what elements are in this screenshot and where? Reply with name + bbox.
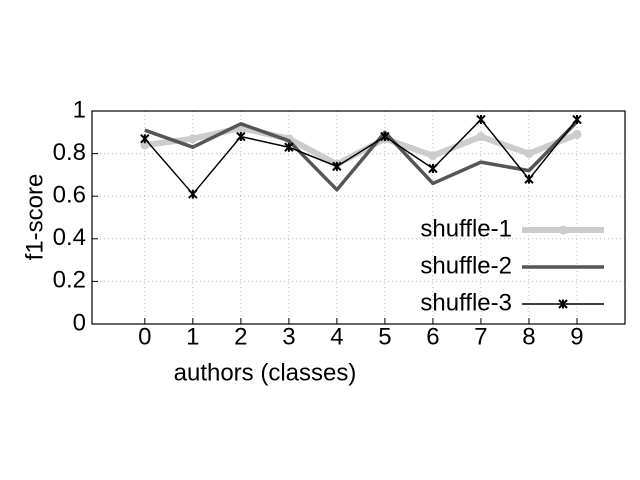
point [572, 114, 582, 125]
point [524, 174, 534, 184]
x-tick-label: 0 [138, 323, 151, 350]
y-tick-label: 1 [73, 96, 86, 123]
plot-frame [91, 110, 626, 325]
y-tick-label: 0.8 [53, 139, 86, 166]
x-tick-label: 6 [426, 323, 439, 350]
point [380, 131, 390, 142]
x-tick-label: 5 [378, 323, 391, 350]
legend-label: shuffle-3 [420, 289, 512, 316]
point [284, 142, 294, 152]
x-tick-label: 1 [186, 323, 199, 350]
x-tick-label: 3 [282, 323, 295, 350]
point [140, 140, 150, 150]
point [140, 133, 150, 144]
y-tick-label: 0.6 [53, 182, 86, 209]
y-tick-label: 0.2 [53, 267, 86, 294]
x-tick-label: 8 [522, 323, 535, 350]
x-tick-label: 9 [570, 323, 583, 350]
x-tick-label: 2 [234, 323, 247, 350]
point [476, 132, 486, 142]
series-line [144, 118, 578, 195]
y-tick-label: 0 [73, 309, 86, 336]
point [524, 149, 534, 159]
x-axis-label: authors (classes) [174, 359, 357, 386]
point [188, 189, 198, 199]
point [558, 225, 568, 235]
point [332, 161, 342, 172]
point [558, 299, 568, 309]
legend-label: shuffle-1 [420, 215, 512, 242]
point [428, 151, 438, 161]
y-tick-label: 0.4 [53, 224, 86, 251]
y-axis-label: f1-score [21, 174, 48, 261]
x-tick-label: 4 [330, 323, 343, 350]
point [476, 114, 486, 125]
point [428, 163, 438, 174]
legend-label: shuffle-2 [420, 252, 512, 279]
point [188, 134, 198, 144]
point [572, 129, 582, 139]
point [236, 131, 246, 142]
x-tick-label: 7 [474, 323, 487, 350]
series-line [144, 120, 579, 192]
